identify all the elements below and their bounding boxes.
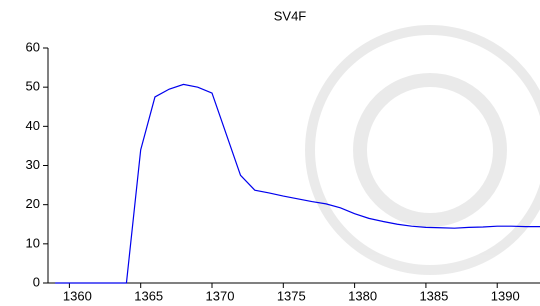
y-tick-label: 30 (26, 157, 40, 172)
y-tick-label: 10 (26, 235, 40, 250)
line (55, 84, 540, 283)
y-tick-label: 0 (33, 274, 40, 289)
x-tick-label: 1375 (277, 288, 306, 303)
chart: SV4F 0 10 20 30 40 50 60 1360 1365 1370 1375 1380 13… (0, 0, 540, 306)
x-tick-label: 1365 (134, 288, 163, 303)
chart-title: SV4F (274, 8, 307, 23)
x-tick-label: 1380 (348, 288, 377, 303)
y-tick-label: 50 (26, 79, 40, 94)
x-tick-label: 1360 (63, 288, 92, 303)
x-tick-label: 1390 (491, 288, 520, 303)
y-tick-label: 60 (26, 39, 40, 54)
x-tick-label: 1385 (419, 288, 448, 303)
y-tick-label: 20 (26, 196, 40, 211)
y-tick-label: 40 (26, 118, 40, 133)
x-tick-label: 1370 (206, 288, 235, 303)
watermark (310, 30, 540, 270)
